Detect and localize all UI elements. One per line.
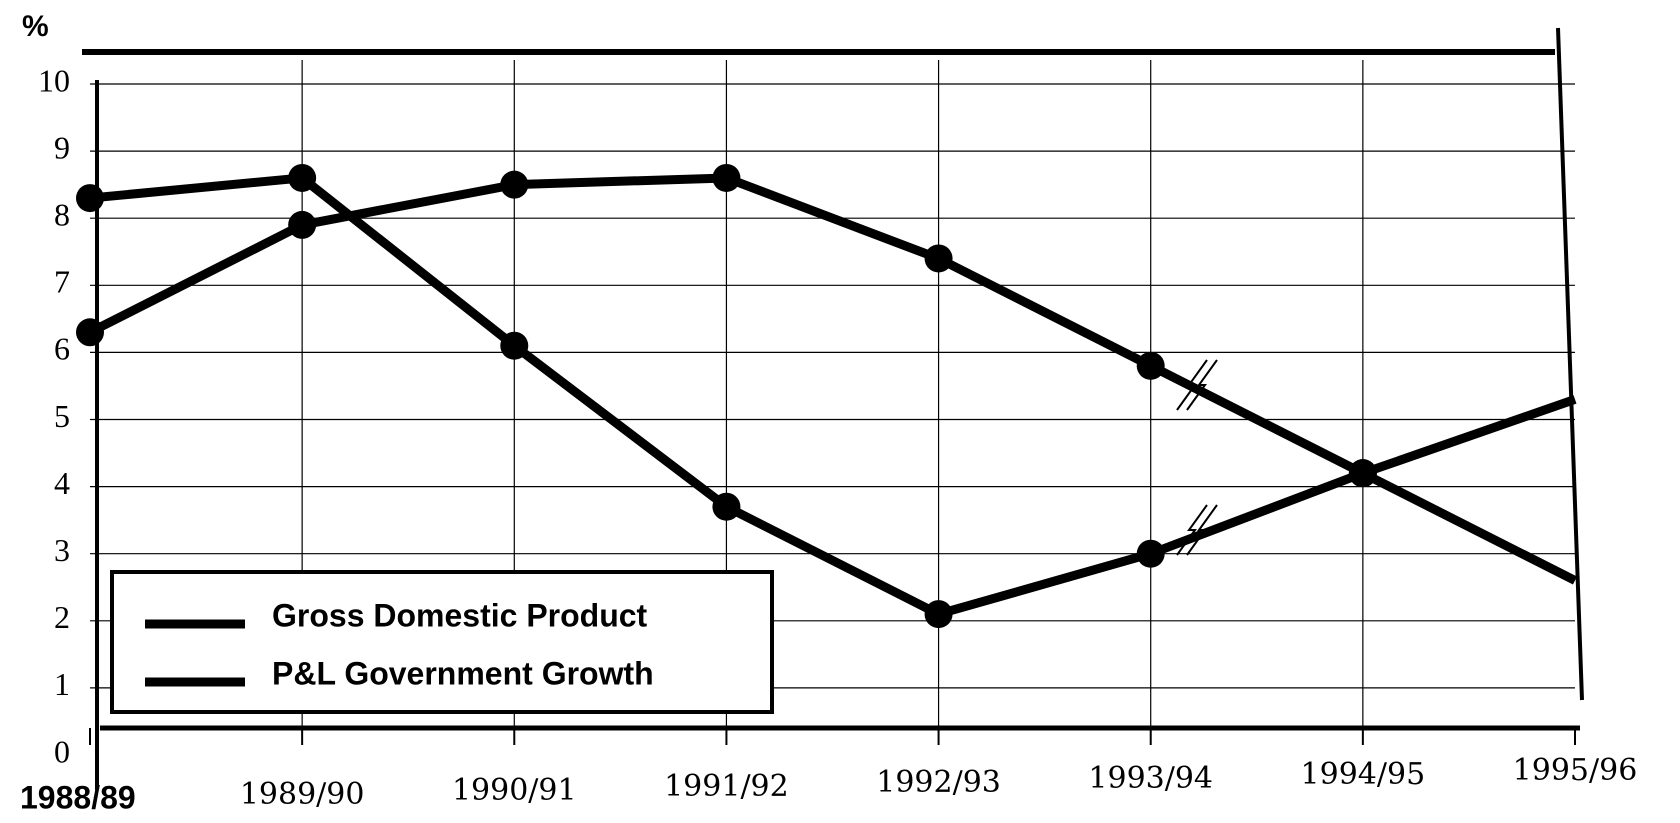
point	[1136, 539, 1165, 568]
point	[500, 331, 529, 360]
legend-label: Gross Domestic Product	[272, 597, 648, 633]
point	[288, 210, 317, 239]
y-axis-label: %	[22, 10, 49, 43]
x-tick-label: 1995/96	[1513, 753, 1638, 788]
point	[712, 163, 741, 192]
point	[1136, 351, 1165, 380]
y-tick-label: 8	[54, 197, 70, 233]
y-tick-label: 9	[54, 129, 70, 165]
right-rule	[1556, 27, 1584, 701]
y-tick-label: 10	[38, 62, 70, 98]
break-symbol	[1176, 359, 1218, 411]
point	[500, 170, 529, 199]
legend-label: P&L Government Growth	[272, 655, 654, 691]
y-tick-label: 4	[54, 465, 70, 501]
point	[76, 184, 104, 213]
x-tick-label: 1991/92	[664, 769, 789, 804]
legend-box	[110, 570, 774, 714]
y-tick-label: 7	[54, 264, 70, 300]
point	[924, 600, 953, 629]
y-tick-label: 1	[54, 666, 70, 702]
x-tick-label: 1992/93	[876, 765, 1001, 800]
point	[924, 244, 953, 273]
y-tick-label: 3	[54, 532, 70, 568]
x-tick-label: 1988/89	[20, 779, 136, 815]
y-tick-label: 5	[54, 398, 70, 434]
point	[76, 318, 104, 347]
x-tick-label: 1990/91	[452, 773, 577, 808]
point	[712, 492, 741, 521]
series-line	[89, 173, 1577, 619]
y-tick-label: 2	[54, 599, 70, 635]
break-symbol	[1176, 504, 1218, 556]
x-tick-label: 1994/95	[1301, 757, 1426, 792]
x-tick-label: 1993/94	[1088, 761, 1213, 796]
x-tick-label: 1989/90	[240, 777, 365, 812]
point	[1348, 459, 1377, 488]
y-tick-label: 6	[54, 331, 70, 367]
y-tick-label: 0	[54, 733, 70, 769]
point	[288, 163, 317, 192]
series-line	[87, 173, 1578, 585]
legend: Gross Domestic Product P&L Government Gr…	[110, 570, 774, 714]
